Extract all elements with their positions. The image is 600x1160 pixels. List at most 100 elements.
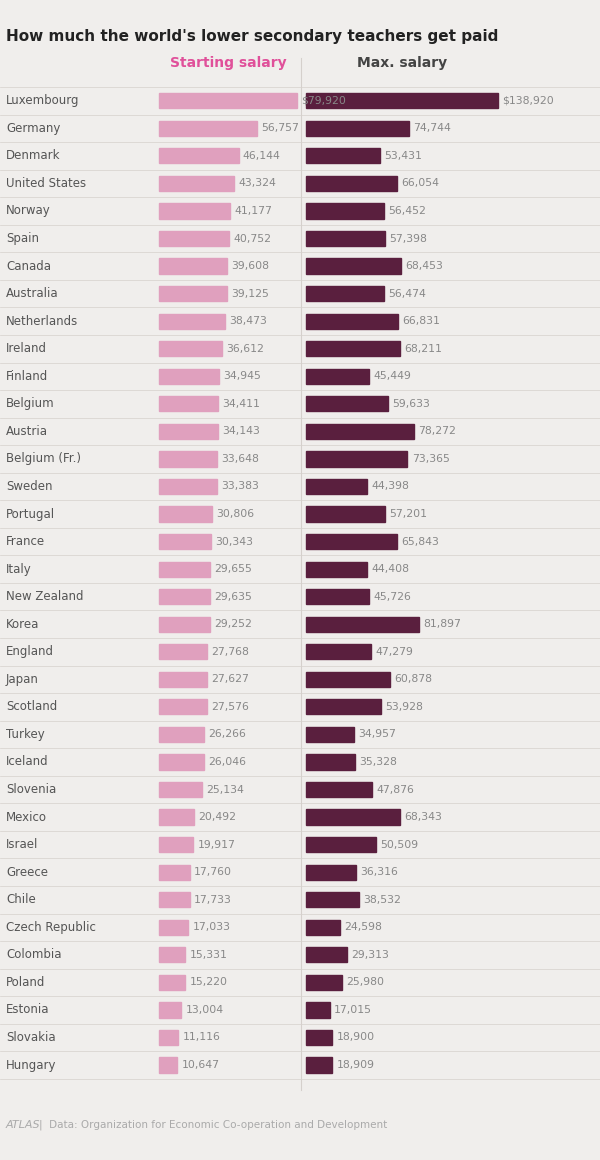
Bar (306, 782, 372, 797)
Text: Slovenia: Slovenia (6, 783, 56, 796)
Bar (306, 176, 397, 191)
Text: Colombia: Colombia (6, 949, 62, 962)
Bar (306, 1002, 329, 1017)
Text: Spain: Spain (6, 232, 39, 245)
Text: 40,752: 40,752 (233, 233, 272, 244)
Text: 73,365: 73,365 (412, 454, 449, 464)
Text: 34,411: 34,411 (223, 399, 260, 408)
Text: 50,509: 50,509 (380, 840, 418, 849)
Text: 24,598: 24,598 (344, 922, 382, 933)
Text: 11,116: 11,116 (182, 1032, 220, 1043)
Bar (159, 1030, 178, 1045)
Text: 15,220: 15,220 (190, 978, 227, 987)
Bar (306, 672, 390, 687)
Text: Turkey: Turkey (6, 728, 45, 741)
Text: 38,532: 38,532 (364, 894, 401, 905)
Text: 13,004: 13,004 (185, 1005, 224, 1015)
Bar (159, 727, 205, 742)
Bar (306, 754, 355, 769)
Text: 33,648: 33,648 (221, 454, 259, 464)
Text: Starting salary: Starting salary (170, 56, 286, 70)
Bar (159, 93, 297, 108)
Bar (306, 259, 401, 274)
Text: 27,768: 27,768 (211, 647, 249, 657)
Bar (159, 948, 185, 963)
Text: Netherlands: Netherlands (6, 314, 78, 327)
Bar (159, 810, 194, 825)
Text: Belgium: Belgium (6, 398, 55, 411)
Text: 59,633: 59,633 (392, 399, 430, 408)
Bar (306, 561, 367, 577)
Bar (306, 699, 380, 715)
Text: Canada: Canada (6, 260, 51, 273)
Bar (306, 423, 414, 438)
Bar (306, 203, 384, 218)
Text: 34,143: 34,143 (222, 427, 260, 436)
Bar (159, 341, 222, 356)
Text: 25,980: 25,980 (346, 978, 384, 987)
Text: 39,608: 39,608 (232, 261, 269, 271)
Text: 53,928: 53,928 (385, 702, 422, 712)
Text: 34,957: 34,957 (359, 730, 397, 739)
Bar (306, 507, 385, 522)
Text: 36,316: 36,316 (361, 868, 398, 877)
Text: 30,806: 30,806 (217, 509, 254, 519)
Text: Estonia: Estonia (6, 1003, 49, 1016)
Text: 17,015: 17,015 (334, 1005, 372, 1015)
Bar (159, 589, 210, 604)
Text: 41,177: 41,177 (235, 206, 272, 216)
Text: United States: United States (6, 177, 86, 190)
Text: 29,313: 29,313 (351, 950, 389, 959)
Text: Luxembourg: Luxembourg (6, 94, 79, 107)
Text: 18,900: 18,900 (337, 1032, 374, 1043)
Text: 56,452: 56,452 (388, 206, 426, 216)
Bar (159, 369, 220, 384)
Text: Denmark: Denmark (6, 150, 61, 162)
Bar (306, 892, 359, 907)
Text: 78,272: 78,272 (418, 427, 456, 436)
Text: Chile: Chile (6, 893, 36, 906)
Bar (159, 672, 207, 687)
Bar (159, 148, 239, 164)
Text: 25,134: 25,134 (206, 784, 244, 795)
Bar (159, 1058, 178, 1073)
Bar (306, 727, 355, 742)
Bar (306, 974, 342, 989)
Bar (159, 838, 193, 853)
Text: 53,431: 53,431 (384, 151, 422, 161)
Text: 18,909: 18,909 (337, 1060, 374, 1070)
Text: 20,492: 20,492 (199, 812, 236, 822)
Text: 74,744: 74,744 (413, 123, 451, 133)
Bar (159, 121, 257, 136)
Bar (306, 838, 376, 853)
Text: 56,474: 56,474 (388, 289, 426, 298)
Bar (306, 93, 498, 108)
Text: 66,054: 66,054 (401, 179, 439, 188)
Bar (306, 287, 384, 302)
Text: 43,324: 43,324 (238, 179, 276, 188)
Bar (306, 451, 407, 466)
Bar (159, 231, 229, 246)
Text: 68,211: 68,211 (404, 343, 442, 354)
Bar (306, 148, 380, 164)
Text: Japan: Japan (6, 673, 39, 686)
Text: 29,655: 29,655 (214, 564, 252, 574)
Text: 36,612: 36,612 (226, 343, 264, 354)
Text: Max. salary: Max. salary (357, 56, 447, 70)
Bar (306, 479, 367, 494)
Text: 17,760: 17,760 (194, 868, 232, 877)
Bar (306, 864, 356, 879)
Text: 26,266: 26,266 (209, 730, 247, 739)
Bar (306, 534, 397, 549)
Bar (306, 1030, 332, 1045)
Bar (159, 287, 227, 302)
Bar (306, 948, 347, 963)
Text: 45,726: 45,726 (373, 592, 411, 602)
Text: 10,647: 10,647 (182, 1060, 220, 1070)
Bar (159, 617, 209, 632)
Text: 56,757: 56,757 (261, 123, 299, 133)
Text: 68,343: 68,343 (404, 812, 443, 822)
Text: 45,449: 45,449 (373, 371, 411, 382)
Text: |  Data: Organization for Economic Co-operation and Development: | Data: Organization for Economic Co-ope… (39, 1119, 387, 1131)
Text: Korea: Korea (6, 618, 40, 631)
